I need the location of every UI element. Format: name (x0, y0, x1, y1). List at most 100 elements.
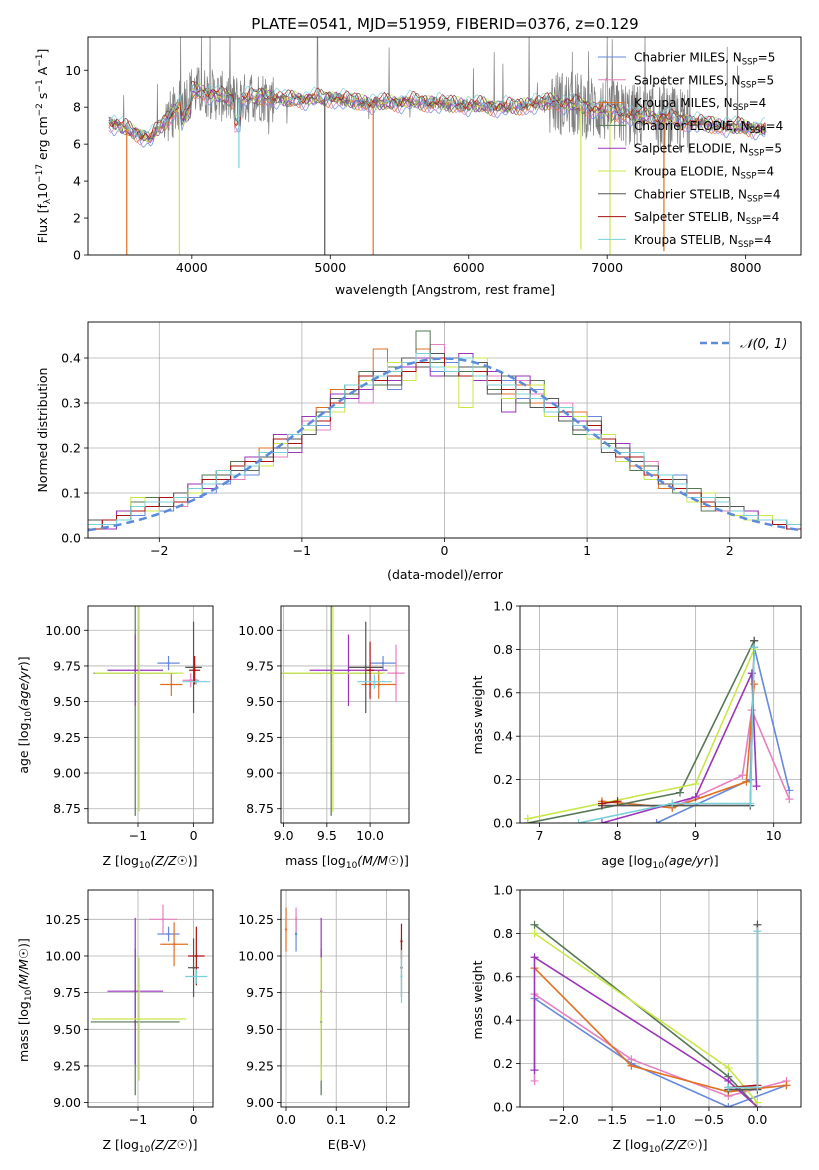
spectrum-legend-label-sub-4: SSP (748, 149, 764, 159)
mass-weight-vs-age-marker-3-1 (676, 788, 685, 797)
mass-weight-vs-metallicity-marker-8-1 (753, 1083, 762, 1092)
spectrum-ylabel-part-10: ] (35, 49, 50, 54)
p4-xlabel-inner: (M/M☉ (357, 853, 399, 868)
age-vs-metallicity-point-0 (167, 661, 170, 665)
spectrum-xlabel: wavelength [Angstrom, rest frame] (335, 282, 555, 297)
clip-age-vs-mass-clipped (281, 606, 405, 816)
spectrum-legend-label-sub-0: SSP (742, 58, 758, 68)
mass-weight-vs-metallicity-xtick-label-0: −2.0 (548, 1112, 578, 1127)
spectrum-xtick-label-1: 5000 (314, 260, 346, 275)
mass-weight-vs-metallicity-ytick-label-5: 1.0 (493, 883, 513, 898)
mass-weight-vs-age-xtick-label-2: 9 (692, 828, 700, 843)
p6-ylabel-pre: mass [log (16, 1001, 31, 1062)
mass-vs-extinction-point-5 (319, 1017, 323, 1021)
mass-vs-metallicity-ytick-label-2: 9.50 (53, 1022, 81, 1037)
spectrum-legend-label-sub-5: SSP (741, 172, 757, 182)
age-vs-mass-point-4 (347, 669, 350, 672)
mass-weight-vs-metallicity-marker-0-2 (724, 1103, 733, 1107)
mass-vs-extinction-ytick-label-0: 9.00 (246, 1095, 274, 1110)
spectrum-legend-label-tail-8: =4 (754, 233, 772, 247)
spectrum-legend-label-tail-2: =4 (749, 96, 767, 110)
histogram-xtick-label-0: −2 (150, 543, 168, 558)
p3-xlabel-inner: (Z/Z☉ (150, 853, 187, 868)
mass-vs-metallicity-ytick-label-1: 9.25 (53, 1058, 81, 1073)
mass-weight-vs-metallicity-marker-5-1 (724, 1063, 733, 1072)
mass-weight-vs-age-marker-0-3 (785, 786, 794, 795)
mass-vs-extinction-panel: 0.0 0.1 0.2 9.00 9.25 9.50 9.75 10.00 10.25 E(B-… (238, 889, 410, 1152)
mass-vs-extinction-point-7 (400, 940, 403, 943)
mass-weight-vs-age-line-kroupa-miles (601, 684, 755, 809)
p6-xlabel-pre: Z [log (102, 1137, 138, 1152)
spectrum-xtick-label-2: 6000 (453, 260, 485, 275)
spectrum-legend-label-sub-7: SSP (746, 217, 762, 227)
mass-weight-vs-age-marker-4-1 (691, 792, 700, 801)
spectrum-xtick-label-0: 4000 (176, 260, 208, 275)
age-vs-mass-point-7 (368, 669, 372, 672)
mass-weight-vs-age-xtick-label-1: 8 (614, 828, 622, 843)
age-vs-metallicity-frame (87, 605, 214, 824)
mass-vs-metallicity-ytick-label-0: 9.00 (53, 1095, 81, 1110)
histogram-xtick-label-2: 0 (441, 543, 449, 558)
histogram-plot-area: −2 −1 0 1 2 0.0 0.1 0.2 0.3 0.4 (61, 321, 802, 558)
mass-weight-vs-age-marker-4-3 (752, 782, 761, 791)
age-vs-metallicity-xtick-label-1: 0 (190, 828, 198, 843)
mass-weight-vs-age-ytick-label-2: 0.4 (493, 729, 513, 744)
clip-mass-vs-extinction-clipped (284, 907, 403, 1096)
age-vs-mass-ytick-label-4: 9.75 (246, 658, 274, 673)
spectrum-ylabel-part-4: erg cm (35, 116, 50, 164)
spectrum-legend-label-tail-0: =5 (758, 51, 776, 65)
mass-weight-vs-age-marker-1-1 (738, 771, 747, 780)
spectrum-legend-label-sub-1: SSP (741, 80, 757, 90)
spectrum-ylabel-part-2: 10 (35, 183, 50, 199)
spectrum-legend-label-text-8: Kroupa STELIB, N (634, 233, 738, 247)
mass-weight-vs-metallicity-ytick-label-0: 0.0 (493, 1100, 513, 1115)
mass-weight-vs-metallicity-marker-4-1 (530, 953, 539, 962)
spectrum-legend-label-8: Kroupa STELIB, NSSP=4 (634, 233, 772, 250)
spectrum-legend-label-0: Chabrier MILES, NSSP=5 (634, 51, 775, 68)
mass-vs-metallicity-point-7 (195, 954, 198, 958)
p5-xlabel-post: )] (709, 853, 719, 868)
mass-weight-vs-age-marker-0-0 (652, 819, 661, 823)
histogram-ytick-label-0: 0.0 (61, 531, 81, 546)
spectrum-frame (87, 36, 802, 256)
age-vs-metallicity-point-5 (137, 671, 141, 675)
mass-weight-vs-age-line-salpeter-miles (671, 707, 791, 809)
spectrum-legend-label-text-7: Salpeter STELIB, N (634, 210, 746, 224)
mass-weight-vs-age-marker-4-0 (597, 819, 606, 823)
mass-weight-vs-age-ytick-label-4: 0.8 (493, 642, 513, 657)
age-vs-mass-ytick-label-0: 8.75 (246, 801, 274, 816)
p6-ylabel-inner: (M/M☉ (16, 948, 31, 990)
age-vs-metallicity-point-8 (195, 680, 198, 683)
spectrum-legend-label-sub-3: SSP (750, 126, 766, 136)
mass-weight-vs-metallicity-ytick-label-4: 0.8 (493, 926, 513, 941)
histogram-ytick-label-4: 0.4 (61, 351, 81, 366)
spectrum-legend-label-7: Salpeter STELIB, NSSP=4 (634, 210, 779, 227)
mass-weight-vs-age-marker-2-2 (742, 777, 751, 786)
spectrum-xtick-label-4: 8000 (730, 260, 762, 275)
histogram-frame (87, 321, 802, 539)
spectrum-legend-label-sub-8: SSP (738, 240, 754, 250)
clip-hist-clipped (88, 330, 801, 532)
model-spectrum-chabrier-elodie (108, 87, 766, 140)
histogram-legend: 𝒩(0, 1) (700, 337, 787, 352)
spectrum-legend-label-tail-5: =4 (756, 165, 774, 179)
histogram-step-salpeter-stelib (88, 357, 801, 530)
age-vs-mass-ytick-label-5: 10.00 (238, 623, 274, 638)
p3-ylabel-pre: age [log (16, 722, 31, 773)
mass-vs-extinction-xtick-label-1: 0.1 (326, 1112, 346, 1127)
p6-ylabel-post: )] (16, 938, 31, 948)
mass-vs-extinction-xtick-label-0: 0.0 (276, 1112, 296, 1127)
mass-vs-metallicity-ytick-label-4: 10.00 (45, 948, 81, 963)
histogram-xtick-label-3: 1 (583, 543, 591, 558)
mass-weight-vs-metallicity-marker-8-2 (753, 927, 762, 936)
spectrum-legend-label-5: Kroupa ELODIE, NSSP=4 (634, 165, 774, 182)
spectrum-ylabel-part-7: −1 (35, 79, 45, 92)
spectrum-ylabel-part-8: A (35, 66, 50, 79)
histogram-ytick-label-2: 0.2 (61, 441, 81, 456)
age-vs-mass-point-5 (331, 671, 335, 675)
mass-weight-vs-age-marker-8-0 (574, 819, 583, 823)
mass-weight-vs-metallicity-marker-3-0 (530, 920, 539, 929)
mass-weight-vs-metallicity-xtick-label-1: −1.5 (597, 1112, 627, 1127)
